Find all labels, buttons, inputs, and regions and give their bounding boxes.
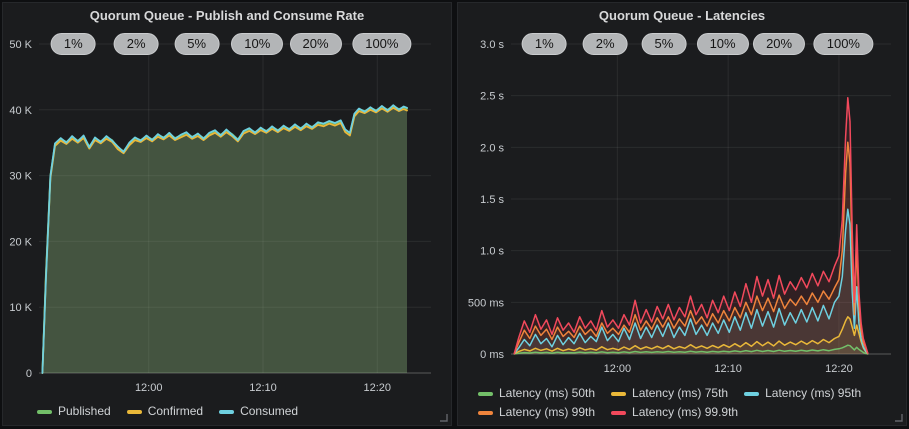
- legend-series-label: Published: [58, 404, 111, 418]
- annotation-marker[interactable]: 100%: [813, 33, 873, 55]
- panel-resize-handle[interactable]: [439, 413, 448, 422]
- legend-series-swatch: [611, 410, 627, 415]
- series-line: [513, 316, 869, 355]
- legend-series-swatch: [478, 410, 493, 415]
- annotation-marker[interactable]: 10%: [696, 33, 749, 55]
- panel-latencies: Quorum Queue - Latencies 0 ms 500 ms 1.0 s…: [457, 2, 907, 426]
- x-axis-tick-label: 12:00: [604, 363, 632, 375]
- y-axis-tick-label: 1.0 s: [480, 246, 504, 258]
- y-axis-tick-label: 10 K: [9, 302, 32, 314]
- series-area: [514, 316, 868, 354]
- legend-item[interactable]: Consumed: [219, 403, 298, 420]
- time-series-canvas[interactable]: 0 10 K 20 K 30 K 40 K 50 K 12:00 12:10 12:20: [3, 3, 451, 425]
- legend-series-label: Latency (ms) 99.9th: [632, 405, 739, 419]
- annotation-marker[interactable]: 5%: [174, 33, 220, 55]
- legend-series-label: Latency (ms) 75th: [632, 386, 729, 400]
- annotation-marker[interactable]: 100%: [352, 33, 412, 55]
- legend-item[interactable]: Published: [37, 403, 111, 420]
- x-axis-tick-label: 12:10: [249, 382, 277, 394]
- annotation-marker[interactable]: 10%: [231, 33, 284, 55]
- series-line: [513, 208, 869, 355]
- y-axis-tick-label: 20 K: [9, 236, 32, 248]
- series-line: [513, 344, 869, 355]
- series-area: [42, 107, 408, 374]
- series-line: [513, 141, 869, 355]
- y-axis-tick-label: 2.0 s: [480, 142, 504, 154]
- legend-series-label: Latency (ms) 99th: [499, 405, 596, 419]
- legend-series-swatch: [126, 409, 142, 414]
- legend-series-label: Confirmed: [147, 404, 204, 418]
- legend-series-swatch: [37, 409, 52, 414]
- y-axis-tick-label: 50 K: [9, 39, 32, 51]
- panel-resize-handle[interactable]: [894, 413, 903, 422]
- legend-series-swatch: [744, 391, 760, 396]
- legend-series-label: Consumed: [240, 404, 299, 418]
- legend-item[interactable]: Latency (ms) 75th: [611, 385, 728, 402]
- y-axis-tick-label: 3.0 s: [480, 39, 504, 51]
- y-axis-tick-label: 0 ms: [480, 349, 504, 361]
- annotation-marker[interactable]: 5%: [641, 33, 687, 55]
- legend-series-label: Latency (ms) 50th: [499, 386, 596, 400]
- legend-series-label: Latency (ms) 95th: [765, 386, 862, 400]
- panel-title[interactable]: Quorum Queue - Latencies: [598, 8, 766, 23]
- legend-item[interactable]: Latency (ms) 95th: [744, 385, 861, 402]
- legend-item[interactable]: Latency (ms) 99.9th: [611, 404, 738, 421]
- x-axis-tick-label: 12:20: [364, 382, 392, 394]
- annotation-marker[interactable]: 20%: [753, 33, 806, 55]
- legend-item[interactable]: Latency (ms) 50th: [478, 385, 595, 402]
- x-axis-tick-label: 12:20: [825, 363, 853, 375]
- time-series-canvas[interactable]: 0 ms 500 ms 1.0 s 1.5 s 2.0 s 2.5 s 3.0 s 12:00…: [458, 3, 906, 425]
- annotation-marker[interactable]: 2%: [113, 33, 159, 55]
- series-area: [514, 142, 868, 354]
- legend-series-swatch: [611, 391, 627, 396]
- chart-area[interactable]: 0 10 K 20 K 30 K 40 K 50 K 12:00 12:10 12:20: [3, 3, 451, 425]
- legend-series-swatch: [219, 409, 235, 414]
- series-area: [514, 209, 868, 354]
- annotation-marker[interactable]: 1%: [521, 33, 567, 55]
- annotation-marker[interactable]: 1%: [50, 33, 96, 55]
- y-axis-tick-label: 40 K: [9, 105, 32, 117]
- series-line: [41, 104, 408, 374]
- x-axis-tick-label: 12:10: [714, 363, 742, 375]
- series-area: [514, 97, 868, 354]
- legend: Published Confirmed Consumed: [37, 403, 443, 420]
- y-axis-tick-label: 500 ms: [468, 297, 505, 309]
- series-area: [514, 345, 868, 354]
- series-line: [513, 96, 869, 355]
- series-area: [42, 105, 408, 374]
- y-axis-tick-label: 2.5 s: [480, 91, 504, 103]
- legend: Latency (ms) 50th Latency (ms) 75th Latenc…: [478, 385, 898, 421]
- annotation-marker[interactable]: 2%: [582, 33, 628, 55]
- legend-item[interactable]: Confirmed: [126, 403, 204, 420]
- annotation-marker[interactable]: 20%: [289, 33, 342, 55]
- y-axis-tick-label: 0: [26, 368, 32, 380]
- series-line: [41, 106, 408, 374]
- legend-item[interactable]: Latency (ms) 99th: [478, 404, 595, 421]
- panel-title[interactable]: Quorum Queue - Publish and Consume Rate: [89, 8, 365, 23]
- chart-area[interactable]: 0 ms 500 ms 1.0 s 1.5 s 2.0 s 2.5 s 3.0 s 12:00…: [458, 3, 906, 425]
- series-area: [42, 105, 408, 373]
- x-axis-tick-label: 12:00: [135, 382, 163, 394]
- panel-publish-consume-rate: Quorum Queue - Publish and Consume Rate …: [2, 2, 452, 426]
- y-axis-tick-label: 1.5 s: [480, 194, 504, 206]
- legend-series-swatch: [478, 391, 493, 396]
- y-axis-tick-label: 30 K: [9, 171, 32, 183]
